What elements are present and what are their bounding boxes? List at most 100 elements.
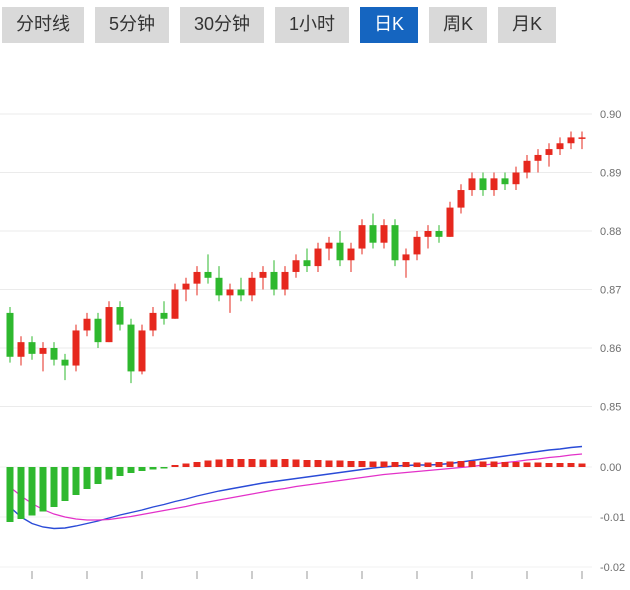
macd-bar bbox=[105, 466, 113, 480]
dif-line bbox=[9, 445, 583, 529]
candle-body bbox=[138, 330, 146, 371]
macd-bar bbox=[72, 466, 80, 495]
candle-body bbox=[127, 324, 135, 371]
macd-bar bbox=[204, 460, 212, 467]
candle-body bbox=[116, 306, 124, 325]
macd-bar bbox=[534, 462, 542, 467]
candle-body bbox=[149, 312, 157, 331]
candle-body bbox=[61, 359, 69, 366]
candle-body bbox=[501, 177, 509, 184]
y-axis-labels: 0.90 0.89 0.88 0.87 0.86 0.85 0.00 -0.01 -0.02 bbox=[600, 109, 625, 574]
candle-body bbox=[226, 289, 234, 295]
tab-monthly-k[interactable]: 月K bbox=[498, 7, 557, 43]
candle-body bbox=[391, 224, 399, 260]
macd-bar bbox=[193, 461, 201, 467]
candle-body bbox=[237, 289, 245, 295]
macd-bar bbox=[39, 466, 47, 512]
candle-body bbox=[369, 224, 377, 243]
candle-body bbox=[6, 312, 14, 357]
macd-bar bbox=[237, 458, 245, 467]
candle-body bbox=[105, 306, 113, 342]
macd-bar bbox=[303, 459, 311, 467]
macd-bar bbox=[116, 466, 124, 476]
candle-body bbox=[215, 277, 223, 295]
macd-bar bbox=[248, 458, 256, 467]
candle-body bbox=[424, 230, 432, 237]
candle-body bbox=[413, 236, 421, 254]
y-axis-tick-label: 0.87 bbox=[600, 284, 621, 296]
tab-1hour[interactable]: 1小时 bbox=[275, 7, 350, 43]
candle-body bbox=[347, 248, 355, 260]
y-axis-tick-label: 0.89 bbox=[600, 167, 621, 179]
candle-body bbox=[512, 172, 520, 184]
macd-bar bbox=[468, 460, 476, 467]
candle-body bbox=[380, 224, 388, 243]
y-axis-tick-label: 0.85 bbox=[600, 401, 621, 413]
timeframe-tabbar: 分时线 5分钟 30分钟 1小时 日K 周K 月K bbox=[0, 0, 630, 47]
tab-time-line[interactable]: 分时线 bbox=[2, 7, 84, 43]
candle-body bbox=[50, 347, 58, 360]
candle-body bbox=[435, 230, 443, 237]
macd-histogram bbox=[6, 458, 586, 522]
candle-body bbox=[17, 341, 25, 357]
candle-body bbox=[314, 248, 322, 266]
macd-bar bbox=[149, 466, 157, 470]
macd-bar bbox=[325, 460, 333, 467]
tab-30min[interactable]: 30分钟 bbox=[180, 7, 265, 43]
candle-body bbox=[83, 318, 91, 331]
candle-body bbox=[336, 242, 344, 260]
macd-bar bbox=[578, 463, 586, 467]
macd-bar bbox=[556, 462, 564, 467]
candle-body bbox=[28, 341, 36, 354]
candle-body bbox=[545, 148, 553, 155]
tab-5min[interactable]: 5分钟 bbox=[95, 7, 170, 43]
macd-bar bbox=[160, 466, 168, 469]
candle-body bbox=[358, 224, 366, 249]
candle-body bbox=[182, 283, 190, 290]
macd-bar bbox=[292, 459, 300, 467]
candle-body bbox=[281, 271, 289, 290]
candle-body bbox=[292, 259, 300, 272]
dea-line bbox=[9, 452, 583, 521]
chart-area[interactable]: 0.90 0.89 0.88 0.87 0.86 0.85 0.00 -0.01 -0.02 bbox=[0, 47, 630, 587]
macd-bar bbox=[380, 461, 388, 467]
y-axis-tick-label: 0.88 bbox=[600, 226, 621, 238]
macd-bar bbox=[6, 466, 14, 522]
macd-bar bbox=[336, 460, 344, 467]
candle-body bbox=[39, 347, 47, 354]
macd-bar bbox=[523, 462, 531, 467]
macd-bar bbox=[281, 458, 289, 467]
macd-bar bbox=[61, 466, 69, 501]
macd-bar bbox=[28, 466, 36, 516]
candle-body bbox=[259, 271, 267, 278]
tab-daily-k[interactable]: 日K bbox=[360, 7, 419, 43]
macd-bar bbox=[182, 463, 190, 467]
macd-bar bbox=[402, 461, 410, 467]
macd-bar bbox=[83, 466, 91, 489]
candle-body bbox=[556, 142, 564, 149]
macd-lines bbox=[9, 445, 583, 529]
candle-body bbox=[567, 136, 575, 143]
candle-body bbox=[402, 253, 410, 260]
candle-body bbox=[204, 271, 212, 278]
macd-bar bbox=[413, 462, 421, 467]
macd-bar bbox=[479, 461, 487, 467]
macd-bar bbox=[138, 466, 146, 471]
macd-bar bbox=[567, 462, 575, 467]
macd-bar bbox=[215, 459, 223, 467]
candle-body bbox=[468, 177, 476, 190]
candle-body bbox=[72, 330, 80, 366]
candle-body bbox=[523, 160, 531, 173]
macd-bar bbox=[501, 461, 509, 467]
macd-bar bbox=[545, 462, 553, 467]
candles bbox=[6, 131, 586, 383]
y-axis-tick-label: 0.86 bbox=[600, 343, 621, 355]
candle-body bbox=[457, 189, 465, 208]
tab-weekly-k[interactable]: 周K bbox=[429, 7, 488, 43]
macd-bar bbox=[391, 461, 399, 467]
macd-bar bbox=[50, 466, 58, 507]
candle-body bbox=[578, 136, 586, 139]
macd-bar bbox=[17, 466, 25, 519]
y-axis-tick-label: 0.90 bbox=[600, 109, 621, 121]
candlestick-macd-chart: 0.90 0.89 0.88 0.87 0.86 0.85 0.00 -0.01 -0.02 bbox=[0, 109, 625, 579]
